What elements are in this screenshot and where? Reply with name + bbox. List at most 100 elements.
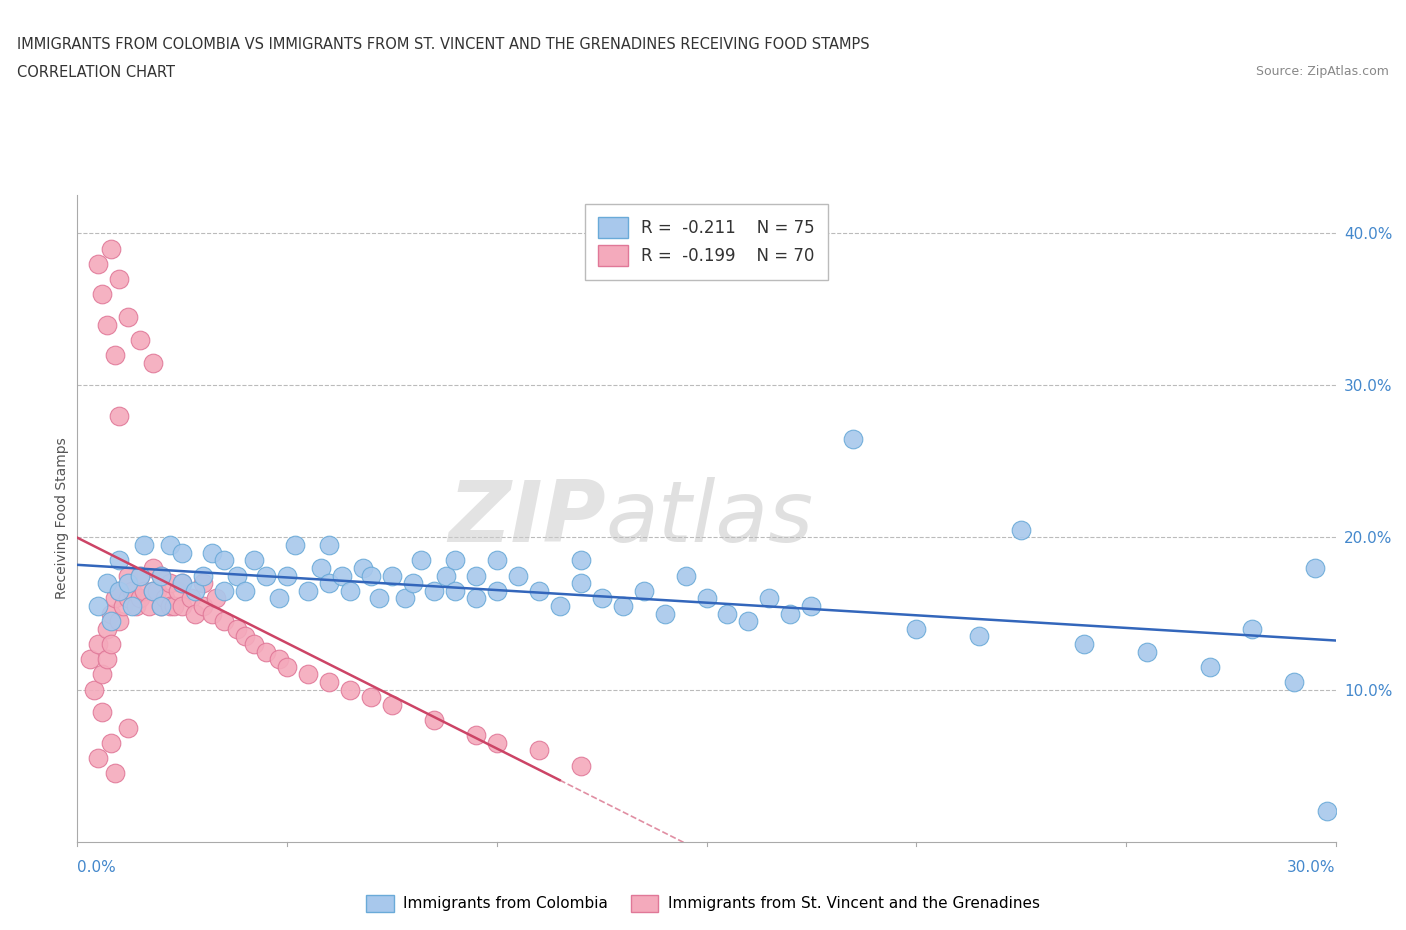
Point: [318, 674, 340, 689]
Point: [297, 667, 319, 682]
Point: [150, 599, 173, 614]
Point: [360, 568, 382, 583]
Point: [129, 332, 152, 347]
Point: [423, 712, 446, 727]
Point: [212, 614, 235, 629]
Text: IMMIGRANTS FROM COLOMBIA VS IMMIGRANTS FROM ST. VINCENT AND THE GRENADINES RECEI: IMMIGRANTS FROM COLOMBIA VS IMMIGRANTS F…: [17, 37, 869, 52]
Point: [134, 583, 156, 598]
Point: [225, 621, 247, 636]
Point: [444, 583, 467, 598]
Point: [1240, 621, 1263, 636]
Point: [204, 591, 226, 605]
Point: [121, 599, 143, 614]
Point: [172, 576, 194, 591]
Point: [100, 636, 122, 651]
Point: [464, 728, 486, 743]
Point: [121, 583, 143, 598]
Point: [108, 583, 131, 598]
Point: [108, 552, 131, 567]
Point: [100, 241, 122, 256]
Legend: R =  -0.211    N = 75, R =  -0.199    N = 70: R = -0.211 N = 75, R = -0.199 N = 70: [585, 204, 828, 280]
Point: [242, 636, 264, 651]
Point: [267, 652, 290, 667]
Point: [233, 629, 256, 644]
Point: [150, 599, 173, 614]
Point: [100, 606, 122, 621]
Point: [191, 599, 215, 614]
Point: [233, 583, 256, 598]
Point: [96, 652, 118, 667]
Point: [87, 257, 110, 272]
Point: [108, 583, 131, 598]
Point: [779, 606, 801, 621]
Point: [129, 568, 152, 583]
Point: [633, 583, 655, 598]
Point: [117, 576, 139, 591]
Point: [163, 599, 186, 614]
Point: [309, 561, 332, 576]
Text: ZIP: ZIP: [449, 477, 606, 560]
Point: [87, 636, 110, 651]
Point: [167, 583, 190, 598]
Point: [142, 583, 165, 598]
Point: [716, 606, 738, 621]
Point: [129, 591, 152, 605]
Point: [146, 583, 169, 598]
Point: [696, 591, 718, 605]
Point: [569, 758, 592, 773]
Point: [485, 583, 508, 598]
Point: [83, 682, 105, 697]
Point: [100, 614, 122, 629]
Point: [967, 629, 990, 644]
Point: [159, 538, 181, 552]
Point: [87, 751, 110, 765]
Point: [159, 576, 181, 591]
Point: [423, 583, 446, 598]
Point: [100, 736, 122, 751]
Point: [125, 599, 148, 614]
Point: [142, 561, 165, 576]
Point: [485, 736, 508, 751]
Point: [96, 576, 118, 591]
Point: [79, 652, 101, 667]
Point: [612, 599, 634, 614]
Point: [1316, 804, 1339, 818]
Point: [654, 606, 676, 621]
Point: [284, 538, 307, 552]
Point: [297, 583, 319, 598]
Point: [112, 599, 135, 614]
Text: Source: ZipAtlas.com: Source: ZipAtlas.com: [1256, 65, 1389, 78]
Legend: Immigrants from Colombia, Immigrants from St. Vincent and the Grenadines: Immigrants from Colombia, Immigrants fro…: [360, 889, 1046, 918]
Point: [569, 576, 592, 591]
Point: [242, 552, 264, 567]
Point: [394, 591, 416, 605]
Point: [91, 667, 114, 682]
Point: [225, 568, 247, 583]
Point: [352, 561, 374, 576]
Point: [411, 552, 433, 567]
Point: [200, 606, 222, 621]
Point: [402, 576, 425, 591]
Point: [276, 568, 298, 583]
Point: [485, 552, 508, 567]
Point: [675, 568, 697, 583]
Point: [200, 545, 222, 560]
Point: [117, 568, 139, 583]
Point: [212, 583, 235, 598]
Text: 30.0%: 30.0%: [1288, 860, 1336, 875]
Point: [150, 568, 173, 583]
Point: [159, 599, 181, 614]
Point: [180, 591, 202, 605]
Point: [569, 552, 592, 567]
Point: [1010, 523, 1032, 538]
Point: [464, 591, 486, 605]
Point: [117, 591, 139, 605]
Point: [339, 682, 361, 697]
Point: [212, 552, 235, 567]
Point: [254, 644, 277, 659]
Point: [254, 568, 277, 583]
Point: [96, 621, 118, 636]
Point: [318, 576, 340, 591]
Point: [800, 599, 823, 614]
Point: [905, 621, 928, 636]
